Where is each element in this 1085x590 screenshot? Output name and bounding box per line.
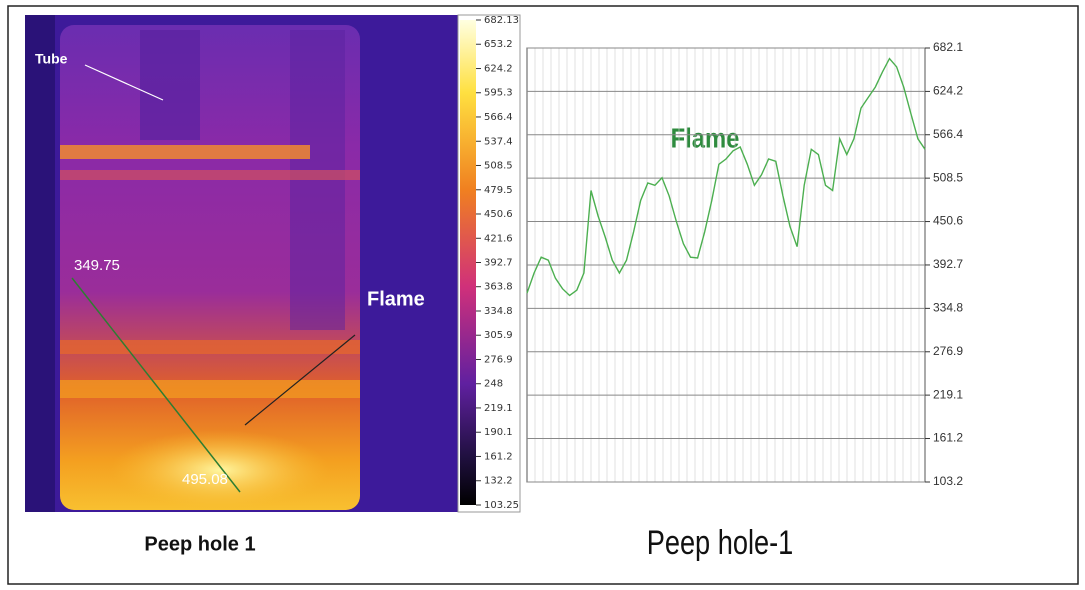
colorbar-tick-label: 276.9 [484, 355, 513, 366]
colorbar-tick-label: 305.9 [484, 330, 513, 341]
y-tick-label: 161.2 [933, 431, 963, 445]
colorbar-tick-label: 537.4 [484, 136, 513, 147]
data-line [526, 57, 926, 297]
colorbar-tick-label: 508.5 [484, 160, 513, 171]
colorbar-tick-label: 132.2 [484, 476, 513, 487]
measure-line [71, 277, 241, 493]
colorbar-tick-label: 479.5 [484, 185, 513, 196]
y-tick-label: 219.1 [933, 387, 963, 401]
y-tick-label: 508.5 [933, 170, 963, 184]
streak [60, 145, 310, 159]
colorbar-tick-label: 653.2 [484, 39, 513, 50]
annotation: Tube [35, 51, 68, 67]
streak [60, 170, 360, 180]
spot-reading: 495.08 [182, 471, 228, 488]
y-tick-label: 276.9 [933, 344, 963, 358]
streak [60, 340, 360, 354]
colorbar-tick-label: 219.1 [484, 403, 513, 414]
hot-spot [110, 430, 330, 510]
annotation: Flame [671, 122, 740, 154]
streak [60, 380, 360, 398]
pointer [84, 64, 164, 101]
colorbar-tick-label: 363.8 [484, 282, 513, 293]
colorbar-tick-label: 566.4 [484, 112, 513, 123]
caption: Peep hole-1 [647, 523, 794, 562]
tube-shadow [140, 30, 200, 140]
y-tick-label: 103.2 [933, 474, 963, 488]
y-tick-label: 566.4 [933, 127, 963, 141]
pointer [244, 334, 356, 426]
annotation: Flame [367, 288, 425, 310]
colorbar-tick-label: 595.3 [484, 88, 513, 99]
colorbar-tick-label: 682.13 [484, 15, 519, 26]
y-tick-label: 682.1 [933, 40, 963, 54]
thermal-image: Tube Flame 349.75 495.08 Peep hole 1 682… [25, 14, 521, 555]
colorbar-tick-label: 450.6 [484, 209, 513, 220]
y-tick-label: 334.8 [933, 301, 963, 315]
colorbar-tick-label: 103.25 [484, 500, 519, 511]
line-chart: Flame Peep hole-1 682.1 624.2 566.4 508.5 45… [526, 40, 963, 562]
colorbar-tick-label: 392.7 [484, 257, 513, 268]
y-tick-label: 450.6 [933, 214, 963, 228]
spot-reading: 349.75 [74, 257, 120, 274]
colorbar-tick-label: 624.2 [484, 64, 513, 75]
colorbar [460, 20, 476, 505]
colorbar-tick-label: 421.6 [484, 233, 513, 244]
colorbar-tick-label: 334.8 [484, 306, 513, 317]
y-tick-label: 624.2 [933, 84, 963, 98]
caption: Peep hole 1 [144, 533, 255, 555]
colorbar-tick-label: 248 [484, 379, 503, 390]
image-edge [25, 15, 55, 512]
colorbar-tick-label: 161.2 [484, 451, 513, 462]
colorbar-tick-label: 190.1 [484, 427, 513, 438]
y-tick-label: 392.7 [933, 257, 963, 271]
